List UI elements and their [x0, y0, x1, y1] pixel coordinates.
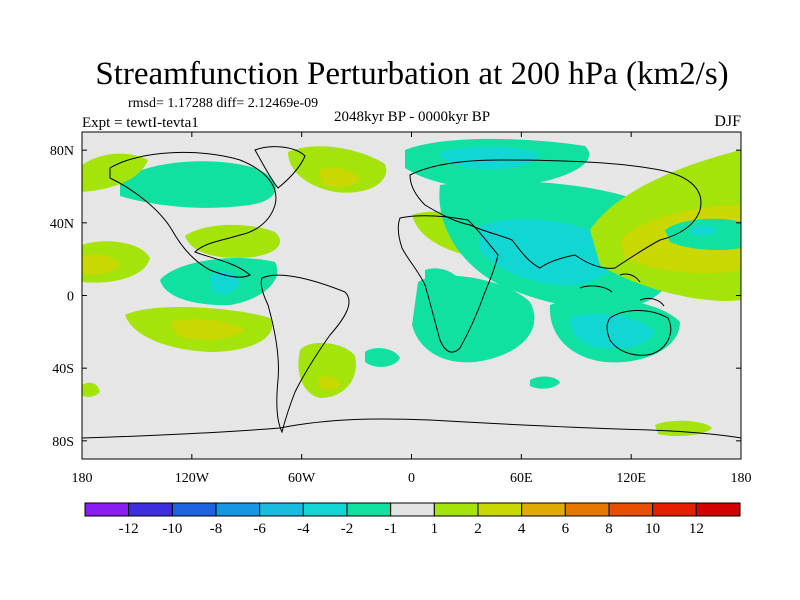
contour-south-america-south-core: [318, 376, 340, 390]
colorbar-swatch: [84, 502, 130, 517]
coastline-layer: [82, 146, 741, 439]
colorbar-label: -6: [253, 521, 266, 537]
y-tick-label: 80S: [52, 435, 74, 450]
coast-antarctica: [82, 418, 741, 439]
colorbar-swatch: [477, 502, 523, 517]
colorbar-swatch: [564, 502, 610, 517]
colorbar-swatch: [346, 502, 392, 517]
stats-label: rmsd= 1.17288 diff= 2.12469e-09: [128, 96, 318, 111]
contour-south-east-pacific-core: [170, 319, 245, 340]
colorbar-label: -8: [210, 521, 223, 537]
colorbar-label: 8: [605, 521, 613, 537]
x-tick-label: 60W: [288, 471, 316, 486]
contour-south-atlantic: [365, 348, 400, 367]
colorbar-label: 12: [689, 521, 704, 537]
coast-maritime: [579, 273, 665, 307]
experiment-label: Expt = tewtI-tevta1: [82, 115, 199, 131]
contour-south-america-south: [298, 342, 356, 398]
colorbar-swatch: [433, 502, 479, 517]
colorbar-swatch: [259, 502, 304, 517]
contour-atlantic-tropics: [185, 224, 281, 258]
colorbar-swatch: [215, 502, 261, 517]
coast-africa: [397, 215, 499, 353]
axis-layer: 180 120W 60W 0 60E 120E 180 80N 40N 0 40S 80S: [50, 132, 752, 486]
contour-north-pacific-east-core: [82, 254, 120, 275]
map-area: [82, 132, 741, 459]
colorbar-swatch: [128, 502, 173, 517]
x-tick-label: 60E: [510, 471, 533, 486]
season-label: DJF: [714, 113, 741, 130]
y-tick-label: 40N: [50, 217, 74, 232]
x-tick-label: 120W: [175, 471, 210, 486]
coast-eurasia: [409, 159, 702, 269]
colorbar-label: 6: [562, 521, 570, 537]
colorbar-label: -4: [297, 521, 310, 537]
colorbar-swatch: [302, 502, 348, 517]
x-tick-label: 0: [408, 471, 415, 486]
y-tick-label: 0: [67, 290, 74, 305]
contour-south-indian-small: [530, 376, 560, 389]
coast-greenland: [254, 146, 306, 189]
y-tick-label: 40S: [52, 362, 74, 377]
contour-indian-ocean-south-core: [569, 313, 655, 349]
colorbar-label: 1: [431, 521, 439, 537]
colorbar-swatch: [171, 502, 217, 517]
x-tick-label: 180: [731, 471, 752, 486]
contour-arctic-eurasia-core: [440, 146, 540, 170]
colorbar-label: 4: [518, 521, 526, 537]
contour-alaska: [82, 153, 148, 192]
x-tick-label: 180: [72, 471, 93, 486]
colorbar-label: 10: [645, 521, 660, 537]
contour-north-america: [120, 161, 276, 208]
contour-africa-south: [412, 275, 535, 363]
coast-north-america: [109, 151, 277, 278]
contour-south-atlantic-west: [82, 382, 100, 397]
colorbar: -12 -10 -8 -6 -4 -2 -1 1 2 4 6 8 10 12: [84, 502, 741, 537]
colorbar-label: -12: [119, 521, 139, 537]
colorbar-label: -10: [162, 521, 182, 537]
colorbar-label: 2: [474, 521, 482, 537]
colorbar-label: -1: [384, 521, 397, 537]
colorbar-swatch: [521, 502, 566, 517]
contour-indian-ocean-core: [480, 218, 616, 286]
coast-australia: [606, 310, 672, 356]
coast-south-america: [260, 274, 350, 434]
colorbar-label: -2: [341, 521, 354, 537]
colorbar-swatch: [390, 502, 435, 517]
colorbar-swatch: [608, 502, 654, 517]
x-tick-label: 120E: [616, 471, 646, 486]
contour-south-pacific-far: [655, 420, 712, 436]
chart-title: Streamfunction Perturbation at 200 hPa (…: [95, 56, 728, 92]
colorbar-swatch: [652, 502, 697, 517]
colorbar-swatch: [695, 502, 741, 517]
period-label: 2048kyr BP - 0000kyr BP: [334, 109, 490, 125]
contour-fill-layer: [82, 138, 741, 436]
y-tick-label: 80N: [50, 144, 74, 159]
contour-greenland-core: [318, 167, 360, 188]
contour-north-west-pacific-core-inner: [690, 225, 718, 236]
contour-africa-north: [425, 268, 465, 296]
